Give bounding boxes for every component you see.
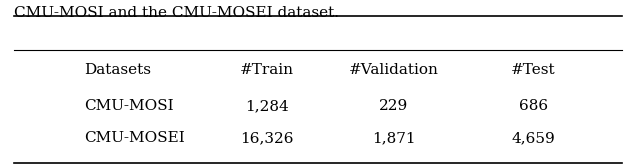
Text: 16,326: 16,326 (240, 131, 294, 145)
Text: 1,871: 1,871 (372, 131, 416, 145)
Text: #Validation: #Validation (349, 63, 439, 77)
Text: #Train: #Train (240, 63, 294, 77)
Text: CMU-MOSI: CMU-MOSI (84, 99, 174, 113)
Text: 686: 686 (519, 99, 548, 113)
Text: 4,659: 4,659 (511, 131, 555, 145)
Text: #Test: #Test (511, 63, 556, 77)
Text: Datasets: Datasets (84, 63, 151, 77)
Text: CMU-MOSEI: CMU-MOSEI (84, 131, 184, 145)
Text: 229: 229 (379, 99, 408, 113)
Text: 1,284: 1,284 (245, 99, 289, 113)
Text: CMU-MOSI and the CMU-MOSEI dataset.: CMU-MOSI and the CMU-MOSEI dataset. (14, 6, 339, 20)
